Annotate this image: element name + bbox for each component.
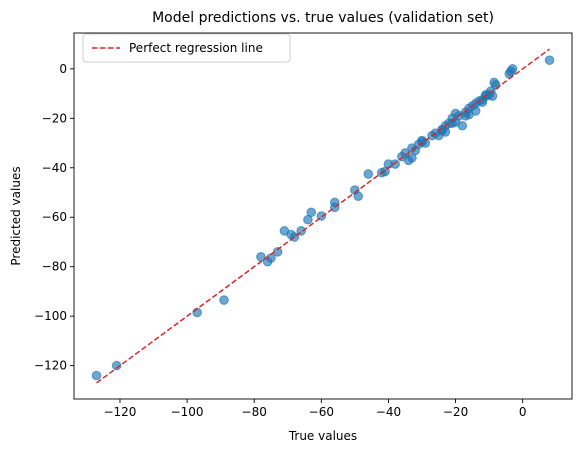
y-tick-label: −80 — [42, 260, 67, 274]
legend-box — [82, 33, 291, 63]
scatter-point — [353, 191, 364, 202]
x-tick-label: −40 — [376, 405, 401, 419]
scatter-point — [457, 120, 468, 131]
x-tick-label: −80 — [242, 405, 267, 419]
y-tick-label: −60 — [42, 210, 67, 224]
chart-title: Model predictions vs. true values (valid… — [152, 10, 494, 26]
scatter-point — [544, 55, 555, 66]
perfect-regression-line — [96, 48, 550, 384]
legend: Perfect regression line — [82, 33, 291, 63]
y-tick-label: −100 — [34, 309, 67, 323]
x-tick-label: 0 — [519, 405, 527, 419]
scatter-point — [111, 360, 122, 371]
x-tick-label: −120 — [103, 405, 136, 419]
scatter-point — [470, 106, 481, 116]
plot-frame — [73, 32, 573, 400]
axis-layer: −120 −100 −80 −60 −40 −20 0 −120 −100 −80 −60 −40 −2… — [34, 32, 573, 419]
scatter-point — [91, 370, 102, 381]
plot-layer — [91, 48, 555, 384]
scatter-point — [219, 295, 229, 305]
y-tick-label: −20 — [42, 111, 67, 125]
x-tick-label: −100 — [171, 405, 204, 419]
legend-entry-label: Perfect regression line — [129, 41, 263, 55]
scatter-point — [440, 127, 451, 137]
y-tick-label: 0 — [59, 62, 67, 76]
y-tick-label: −120 — [34, 359, 67, 373]
x-tick-label: −60 — [309, 405, 334, 419]
y-axis-label: Predicted values — [9, 166, 23, 265]
scatter-point — [363, 169, 374, 179]
scatter-point — [306, 207, 317, 218]
x-axis-label: True values — [288, 429, 357, 443]
y-tick-label: −40 — [42, 161, 67, 175]
data-group — [91, 48, 555, 384]
scatter-point — [507, 64, 518, 74]
x-tick-label: −20 — [443, 405, 468, 419]
scatter-point — [390, 159, 400, 169]
